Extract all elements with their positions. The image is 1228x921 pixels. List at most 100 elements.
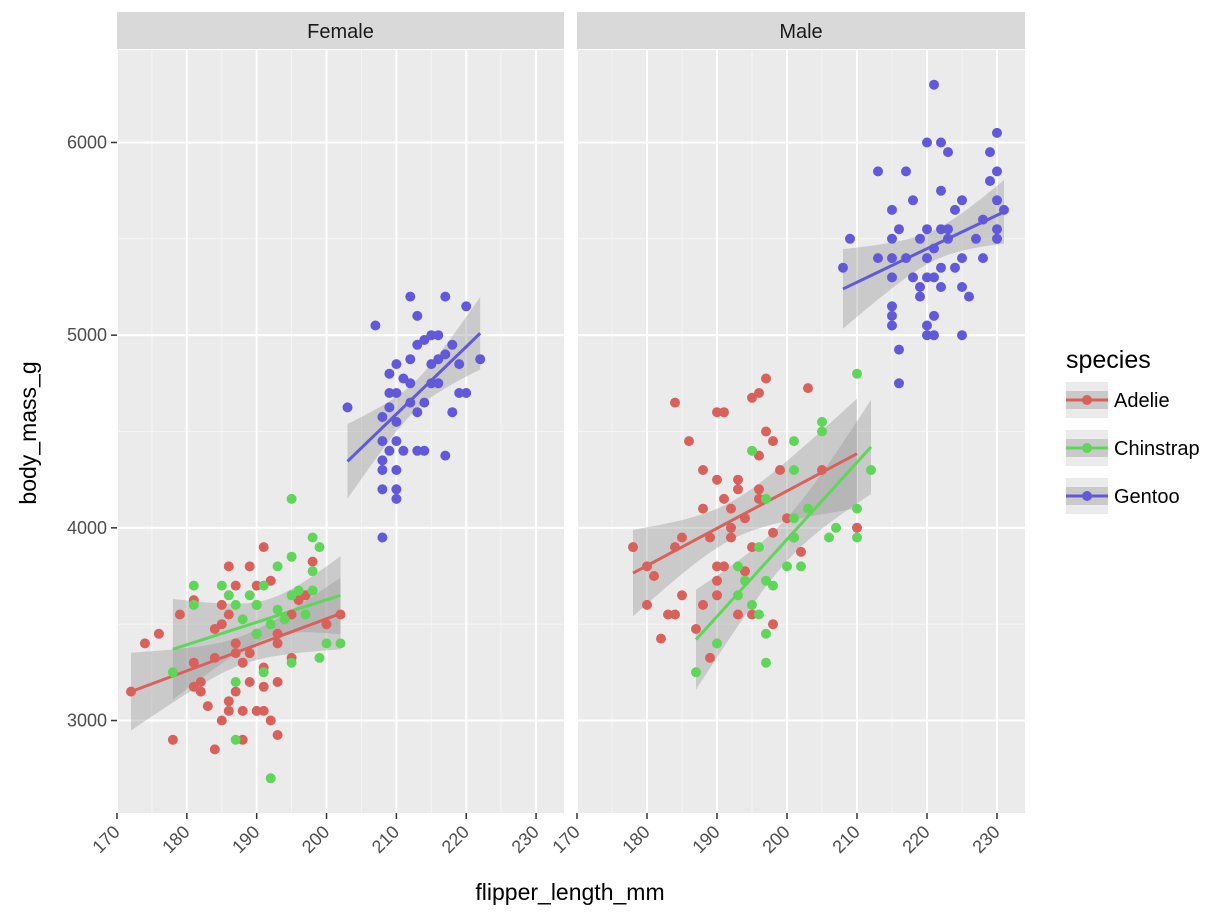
point-chinstrap <box>789 436 799 447</box>
point-adelie <box>684 436 694 447</box>
point-chinstrap <box>733 561 743 572</box>
point-gentoo <box>887 233 897 244</box>
legend-item-adelie: Adelie <box>1066 382 1170 418</box>
point-gentoo <box>957 253 967 264</box>
legend: species Adelie Chinstrap Gentoo <box>1066 346 1200 514</box>
point-chinstrap <box>747 599 757 610</box>
x-axis-title: flipper_length_mm <box>475 879 664 905</box>
point-gentoo <box>384 368 395 379</box>
point-chinstrap <box>230 734 241 745</box>
point-chinstrap <box>272 561 283 572</box>
point-gentoo <box>908 272 918 283</box>
point-chinstrap <box>293 585 304 596</box>
data-points <box>126 291 486 784</box>
point-gentoo <box>391 388 402 398</box>
point-chinstrap <box>761 657 771 668</box>
x-tick-label: 210 <box>828 822 863 857</box>
point-adelie <box>719 407 729 418</box>
point-chinstrap <box>286 590 297 601</box>
legend-items: Adelie Chinstrap Gentoo <box>1066 382 1200 514</box>
point-adelie <box>719 561 729 572</box>
point-gentoo <box>957 195 967 206</box>
point-gentoo <box>873 253 883 264</box>
point-gentoo <box>992 224 1002 235</box>
point-gentoo <box>929 272 939 283</box>
x-tick-label: 200 <box>758 822 793 857</box>
point-gentoo <box>957 330 967 341</box>
y-tick-label: 3000 <box>67 711 107 731</box>
point-gentoo <box>971 233 981 244</box>
legend-label-adelie: Adelie <box>1114 390 1170 412</box>
point-chinstrap <box>733 590 743 601</box>
point-adelie <box>244 677 255 687</box>
x-tick-label: 180 <box>158 822 193 857</box>
point-gentoo <box>873 166 883 177</box>
point-chinstrap <box>768 580 778 591</box>
point-chinstrap <box>307 566 318 577</box>
point-gentoo <box>950 262 960 273</box>
point-gentoo <box>887 301 897 312</box>
point-chinstrap <box>258 667 269 678</box>
point-adelie <box>677 532 687 543</box>
point-adelie <box>230 638 241 649</box>
legend-title: species <box>1066 346 1151 374</box>
point-adelie <box>726 532 736 543</box>
point-chinstrap <box>852 368 862 379</box>
point-gentoo <box>412 407 423 418</box>
fit-line-chinstrap <box>172 593 341 651</box>
point-adelie <box>223 705 234 716</box>
point-chinstrap <box>307 585 318 596</box>
point-adelie <box>754 493 764 504</box>
point-chinstrap <box>265 773 276 784</box>
point-adelie <box>237 657 248 668</box>
point-chinstrap <box>852 503 862 514</box>
point-adelie <box>258 542 269 553</box>
point-gentoo <box>943 233 953 244</box>
point-gentoo <box>908 195 918 206</box>
point-chinstrap <box>761 575 771 586</box>
point-chinstrap <box>314 542 325 553</box>
point-adelie <box>670 609 680 620</box>
point-adelie <box>167 734 178 745</box>
point-gentoo <box>377 532 388 543</box>
point-adelie <box>174 609 185 620</box>
x-tick-label: 190 <box>688 822 723 857</box>
point-adelie <box>691 624 701 634</box>
point-gentoo <box>433 378 444 389</box>
point-adelie <box>656 633 666 644</box>
point-adelie <box>754 484 764 495</box>
point-chinstrap <box>740 575 750 586</box>
point-adelie <box>747 542 757 553</box>
point-gentoo <box>419 445 430 456</box>
point-gentoo <box>377 436 388 447</box>
point-adelie <box>202 701 213 712</box>
point-adelie <box>670 397 680 408</box>
point-gentoo <box>936 282 946 292</box>
point-gentoo <box>894 344 904 355</box>
point-adelie <box>209 624 220 634</box>
point-gentoo <box>915 291 925 302</box>
point-chinstrap <box>335 638 346 649</box>
point-gentoo <box>943 147 953 158</box>
confidence-band-adelie <box>633 398 857 617</box>
point-chinstrap <box>188 599 199 610</box>
point-gentoo <box>887 320 897 331</box>
point-chinstrap <box>712 638 722 649</box>
point-gentoo <box>936 185 946 196</box>
point-gentoo <box>985 147 995 158</box>
x-tick-label: 190 <box>228 822 263 857</box>
point-chinstrap <box>251 628 262 639</box>
point-gentoo <box>384 402 395 413</box>
strip-label: Male <box>779 21 822 43</box>
point-adelie <box>698 465 708 475</box>
point-gentoo <box>454 359 465 370</box>
point-gentoo <box>447 407 458 418</box>
point-adelie <box>733 474 743 485</box>
point-chinstrap <box>761 493 771 504</box>
point-adelie <box>740 513 750 524</box>
point-chinstrap <box>691 667 701 678</box>
point-chinstrap <box>866 465 876 475</box>
point-gentoo <box>377 455 388 466</box>
point-gentoo <box>391 493 402 504</box>
strip-label: Female <box>307 21 374 43</box>
